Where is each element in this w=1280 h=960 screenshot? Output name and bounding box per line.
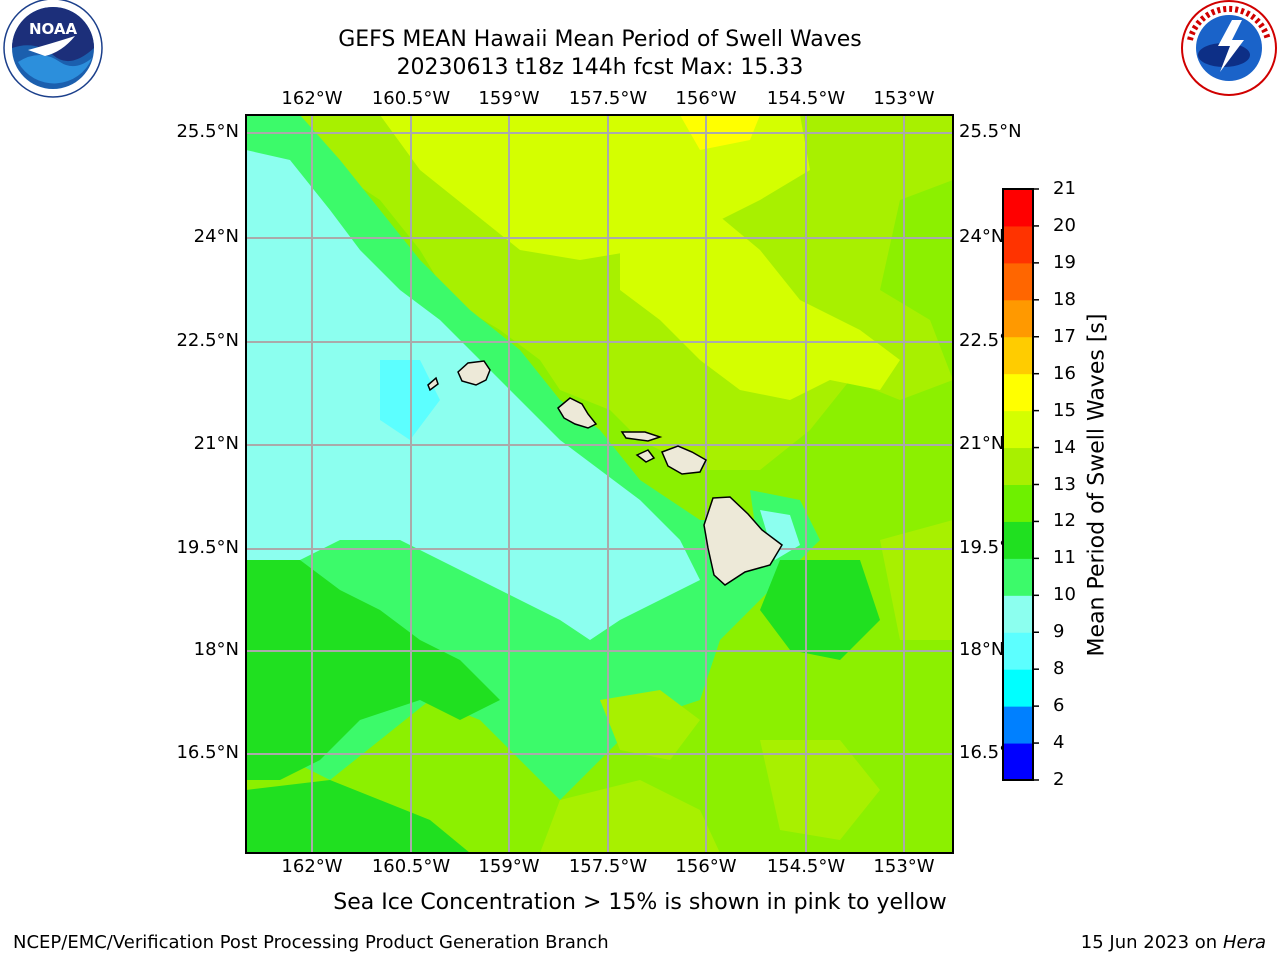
- lat-label-right: 19.5°N: [959, 537, 1002, 558]
- lon-label-top: 154.5°W: [766, 88, 846, 109]
- map-frame: [245, 114, 954, 854]
- lat-label-left: 16.5°N: [176, 742, 239, 763]
- colorbar-swatch: [1003, 484, 1033, 522]
- island-niihau: [427, 376, 439, 392]
- lon-label-bottom: 160.5°W: [371, 856, 451, 877]
- colorbar-tick-label: 12: [1053, 510, 1076, 532]
- footer-credit: NCEP/EMC/Verification Post Processing Pr…: [13, 932, 609, 953]
- colorbar-tick-label: 13: [1053, 473, 1076, 495]
- map-subtitle: 20230613 t18z 144h fcst Max: 15.33: [396, 55, 804, 80]
- lat-label-right: 21°N: [959, 433, 1002, 454]
- colorbar-tick-label: 19: [1053, 251, 1076, 273]
- lon-label-bottom: 162°W: [281, 856, 343, 877]
- colorbar-swatch: [1003, 743, 1033, 781]
- hawaiian-islands: [427, 360, 783, 586]
- colorbar-tick-label: 2: [1053, 769, 1065, 790]
- colorbar-swatch: [1003, 706, 1033, 744]
- colorbar-tick-label: 18: [1053, 288, 1076, 310]
- colorbar-swatch: [1003, 299, 1033, 338]
- footer-host: Hera: [1222, 932, 1266, 953]
- island-kauai: [457, 360, 491, 386]
- lat-label-left: 19.5°N: [176, 537, 239, 558]
- colorbar-swatch: [1003, 632, 1033, 670]
- island-oahu: [557, 397, 598, 429]
- island-molokai: [620, 431, 663, 442]
- colorbar-tick-label: 10: [1053, 584, 1076, 606]
- lon-label-bottom: 154.5°W: [766, 856, 846, 877]
- colorbar-swatch: [1003, 447, 1033, 485]
- lon-label-top: 162°W: [281, 88, 343, 109]
- colorbar-swatch: [1003, 595, 1033, 633]
- footer-date: 15 Jun 2023 on Hera: [1081, 932, 1266, 953]
- lat-label-left: 24°N: [193, 226, 239, 247]
- colorbar-swatch: [1003, 225, 1033, 264]
- sea-ice-caption: Sea Ice Concentration > 15% is shown in …: [0, 890, 1280, 915]
- colorbar-tick-label: 20: [1053, 214, 1076, 236]
- noaa-logo-text: NOAA: [29, 20, 78, 38]
- colorbar-swatch: [1003, 336, 1033, 375]
- lat-label-right: 25.5°N: [959, 121, 1022, 142]
- lat-label-right: 18°N: [959, 639, 1002, 660]
- lon-label-top: 157.5°W: [568, 88, 648, 109]
- graticule: [246, 115, 953, 853]
- lon-label-bottom: 157.5°W: [568, 856, 648, 877]
- lat-label-left: 22.5°N: [176, 330, 239, 351]
- lat-label-left: 25.5°N: [176, 121, 239, 142]
- colorbar-tick-label: 16: [1053, 362, 1076, 384]
- island-hawaii: [703, 496, 783, 586]
- colorbar-tick-label: 4: [1053, 732, 1065, 754]
- noaa-logo: NOAA: [3, 0, 103, 98]
- colorbar-swatch: [1003, 262, 1033, 301]
- swell-period-field: [246, 115, 953, 853]
- nws-logo: [1181, 0, 1277, 96]
- colorbar-tick-label: 14: [1053, 436, 1076, 458]
- colorbar-tick-label: 15: [1053, 399, 1076, 421]
- lon-label-top: 160.5°W: [371, 88, 451, 109]
- colorbar: [1003, 189, 1033, 781]
- lon-label-bottom: 159°W: [478, 856, 540, 877]
- colorbar-tick-label: 17: [1053, 325, 1076, 347]
- lon-label-bottom: 153°W: [873, 856, 935, 877]
- footer-date-text: 15 Jun 2023 on: [1080, 932, 1218, 953]
- colorbar-swatch: [1003, 410, 1033, 449]
- colorbar-swatch: [1003, 521, 1033, 559]
- island-maui: [661, 445, 707, 475]
- lon-label-top: 153°W: [873, 88, 935, 109]
- colorbar-tick-label: 6: [1053, 695, 1065, 717]
- colorbar-tick-label: 9: [1053, 621, 1065, 643]
- colorbar-tick-label: 8: [1053, 658, 1065, 680]
- colorbar-swatch: [1003, 669, 1033, 707]
- colorbar-swatch: [1003, 373, 1033, 412]
- lat-label-right: 16.5°N: [959, 742, 1002, 763]
- island-lanai: [635, 449, 656, 463]
- colorbar-label: Mean Period of Swell Waves [s]: [1084, 313, 1110, 657]
- lon-label-bottom: 156°W: [675, 856, 737, 877]
- colorbar-tick-label: 11: [1053, 547, 1076, 569]
- lon-label-top: 159°W: [478, 88, 540, 109]
- lat-label-left: 18°N: [193, 639, 239, 660]
- lat-label-right: 24°N: [959, 226, 1002, 247]
- lat-label-right: 22.5°N: [959, 330, 1002, 351]
- colorbar-swatch: [1003, 558, 1033, 596]
- lon-label-top: 156°W: [675, 88, 737, 109]
- map-title: GEFS MEAN Hawaii Mean Period of Swell Wa…: [338, 27, 862, 52]
- colorbar-swatch: [1003, 189, 1033, 227]
- sea-ice-caption-text: Sea Ice Concentration > 15% is shown in …: [333, 890, 947, 915]
- colorbar-tick-label: 21: [1053, 178, 1076, 199]
- lat-label-left: 21°N: [193, 433, 239, 454]
